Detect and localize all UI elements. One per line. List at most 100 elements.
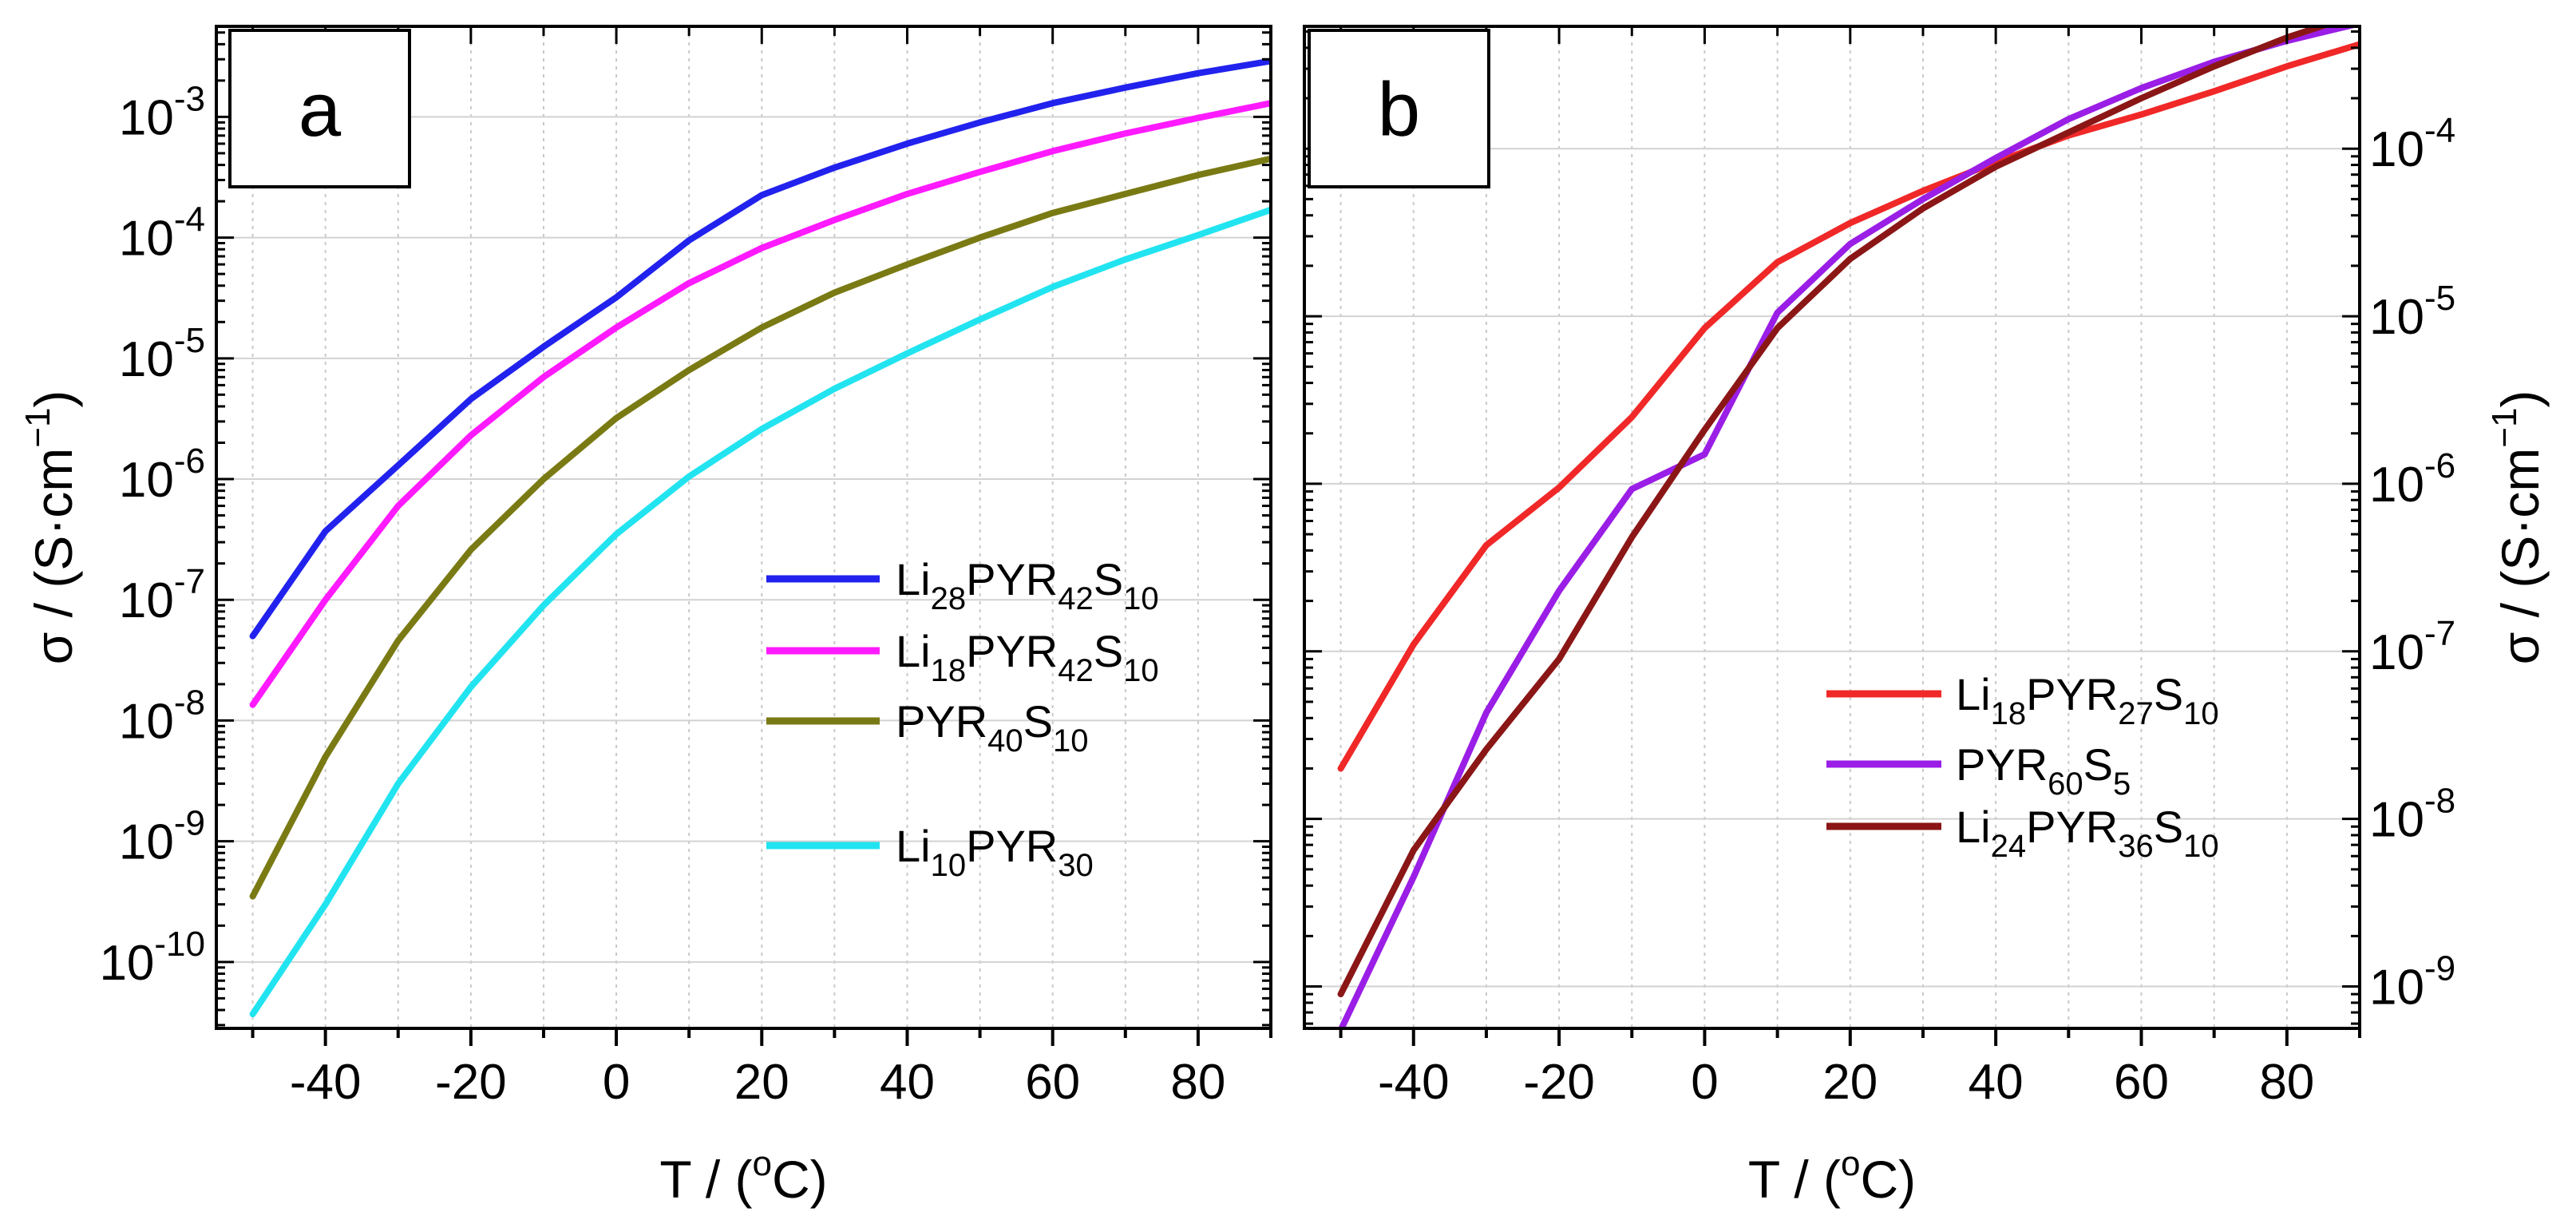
legend-item: PYR40S10 (766, 696, 1089, 759)
series-line-Li18PYR27S10 (1337, 41, 2360, 772)
x-axis-label-part: T / ( (659, 1150, 752, 1209)
y-ticks: 10-910-810-710-610-510-4 (1304, 30, 2455, 1025)
x-tick-label: 60 (2114, 1055, 2169, 1110)
x-axis-label-part: C) (1860, 1150, 1916, 1209)
y-tick-label: 10-6 (119, 442, 205, 508)
legend: Li28PYR42S10Li18PYR42S10PYR40S10Li10PYR3… (766, 554, 1159, 883)
y-tick-exponent: -4 (2424, 111, 2455, 150)
y-tick-base: 10 (2369, 625, 2424, 680)
y-tick-label: 10-6 (2369, 446, 2455, 513)
y-tick-label: 10-5 (119, 321, 205, 387)
series-lines (1337, 26, 2360, 1028)
y-tick-exponent: -5 (174, 321, 205, 360)
y-axis-label: σ / (S·cm−1) (2485, 390, 2550, 665)
legend-item: Li18PYR42S10 (766, 626, 1159, 688)
y-tick-exponent: -8 (174, 683, 205, 722)
legend-label-part: Li (896, 626, 931, 676)
y-axis-label-sup: −1 (2485, 408, 2524, 448)
y-tick-base: 10 (119, 332, 174, 387)
legend-label-subscript: 60 (2048, 766, 2083, 802)
y-axis-label-part: σ / (S·cm (2491, 448, 2550, 665)
legend-label-subscript: 18 (1991, 696, 2027, 731)
y-axis-label: σ / (S·cm−1) (18, 390, 83, 665)
panel-letter-box (228, 29, 411, 188)
x-tick-label: 80 (1170, 1055, 1225, 1110)
series-line-Li18PYR42S10 (249, 100, 1271, 708)
series-line-Li24PYR36S10 (1337, 26, 2332, 998)
legend-label-part: PYR (966, 554, 1058, 604)
plot-frame (1303, 25, 2361, 1030)
y-tick-label: 10-9 (119, 804, 205, 870)
y-tick-base: 10 (2369, 458, 2424, 513)
legend-label-part: PYR (2026, 669, 2118, 719)
x-tick-label: -40 (1378, 1055, 1450, 1110)
legend-label: PYR40S10 (896, 696, 1089, 759)
y-tick-base: 10 (99, 936, 154, 991)
x-axis-label-sup: o (752, 1144, 771, 1183)
legend-label: Li18PYR27S10 (1956, 669, 2219, 731)
x-axis-label-sup: o (1841, 1144, 1860, 1183)
y-tick-exponent: -7 (174, 562, 205, 601)
y-tick-label: 10-5 (2369, 279, 2455, 345)
legend-label-subscript: 10 (2183, 829, 2219, 864)
x-tick-label: 60 (1025, 1055, 1080, 1110)
y-tick-base: 10 (2369, 290, 2424, 345)
legend-label-subscript: 36 (2118, 829, 2154, 864)
legend-label: Li24PYR36S10 (1956, 802, 2219, 864)
x-axis-label-part: C) (772, 1150, 828, 1209)
x-ticks: -40 -20 0 20 40 60 80 (1339, 26, 2361, 1110)
y-tick-base: 10 (2369, 122, 2424, 177)
x-tick-label: 40 (1969, 1055, 2024, 1110)
y-tick-label: 10-8 (119, 683, 205, 749)
y-tick-exponent: -3 (174, 79, 205, 118)
legend-item: PYR60S5 (1826, 739, 2131, 802)
y-tick-exponent: -4 (174, 200, 205, 240)
legend-label-part: Li (1956, 802, 1991, 852)
legend-label-part: S (1094, 554, 1123, 604)
series-line-Li28PYR42S10 (249, 57, 1271, 640)
legend-label-subscript: 10 (1053, 723, 1089, 759)
series-lines (249, 57, 1271, 1018)
y-tick-exponent: -10 (154, 925, 205, 964)
panel-letter-box (1308, 29, 1490, 188)
y-tick-label: 10-9 (2369, 949, 2455, 1016)
legend-label-subscript: 28 (931, 581, 967, 616)
series-line-Li10PYR30 (249, 206, 1271, 1018)
x-tick-label: -40 (290, 1055, 362, 1110)
legend-label-subscript: 42 (1058, 653, 1094, 688)
legend-label-part: S (2154, 669, 2183, 719)
y-gridlines (216, 116, 1271, 963)
y-tick-exponent: -6 (2424, 446, 2455, 485)
x-tick-label: 40 (880, 1055, 935, 1110)
legend-label-subscript: 10 (2183, 696, 2219, 731)
legend-item: Li18PYR27S10 (1826, 669, 2219, 731)
legend-label-part: PYR (896, 696, 987, 747)
y-tick-label: 10-4 (119, 200, 205, 267)
y-tick-label: 10-3 (119, 79, 205, 145)
y-tick-base: 10 (119, 90, 174, 145)
legend-item: Li24PYR36S10 (1826, 802, 2219, 864)
x-axis-label-part: T / ( (1748, 1150, 1841, 1209)
legend-label-part: PYR (2026, 802, 2118, 852)
legend-label-part: PYR (1956, 739, 2048, 790)
y-tick-exponent: -6 (174, 442, 205, 481)
y-tick-exponent: -8 (2424, 782, 2455, 821)
legend-label: PYR60S5 (1956, 739, 2131, 802)
x-tick-label: 20 (1822, 1055, 1878, 1110)
y-tick-label: 10-7 (119, 562, 205, 628)
y-axis-label-sup: −1 (18, 408, 57, 448)
y-axis-label-part: σ / (S·cm (24, 448, 83, 665)
legend-label-part: PYR (966, 626, 1058, 676)
legend-label-subscript: 42 (1058, 581, 1094, 616)
y-tick-exponent: -7 (2424, 614, 2455, 653)
y-tick-base: 10 (119, 573, 174, 628)
legend-label-part: PYR (966, 821, 1058, 871)
legend-label: Li28PYR42S10 (896, 554, 1159, 616)
legend-label-subscript: 5 (2113, 766, 2131, 802)
legend-label-subscript: 27 (2118, 696, 2154, 731)
legend-label-subscript: 24 (1991, 829, 2027, 864)
x-ticks: -40 -20 0 20 40 60 80 (251, 26, 1272, 1110)
y-tick-exponent: -9 (2424, 949, 2455, 988)
